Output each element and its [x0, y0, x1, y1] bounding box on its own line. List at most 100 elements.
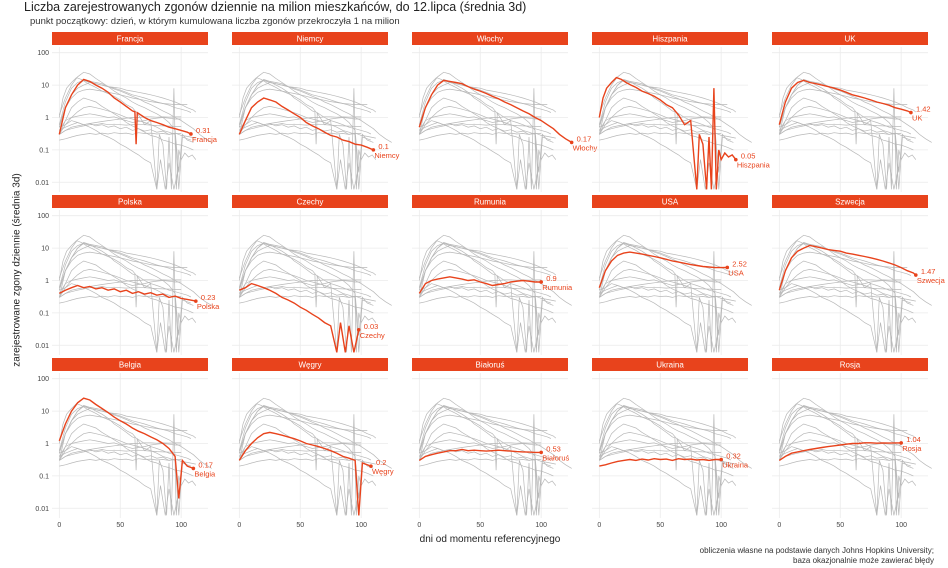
- caption-line-1: obliczenia własne na podstawie danych Jo…: [699, 546, 934, 555]
- background-series-line: [238, 82, 377, 128]
- background-series-line: [779, 449, 902, 461]
- end-point: [734, 157, 738, 162]
- background-series-line: [418, 79, 552, 145]
- facet-strip: [52, 32, 208, 45]
- y-tick-label: 0.01: [35, 180, 49, 187]
- background-series-line: [599, 269, 732, 353]
- highlight-series-line: [418, 79, 573, 144]
- facet-strip-label: Belgia: [119, 361, 142, 370]
- end-country-label: Ukraina: [722, 461, 749, 470]
- background-series-line: [238, 88, 368, 125]
- background-series-line: [239, 295, 362, 304]
- end-value-label: 0.9: [546, 274, 556, 283]
- end-point: [914, 273, 918, 277]
- background-series-line: [58, 82, 197, 128]
- facet-strip: [232, 195, 388, 208]
- background-series-line: [598, 240, 737, 353]
- background-series-line: [419, 283, 540, 353]
- background-series-line: [239, 449, 362, 461]
- background-series-line: [238, 243, 372, 288]
- background-series-line: [599, 446, 720, 516]
- facet-strip: [772, 195, 928, 208]
- background-series-line: [598, 403, 737, 516]
- background-series-line: [598, 414, 728, 451]
- background-series-line: [238, 242, 372, 308]
- background-series-line: [598, 242, 732, 308]
- facet-strip: [232, 32, 388, 45]
- x-tick-label: 0: [597, 522, 601, 529]
- y-tick-label: 0.1: [39, 147, 49, 154]
- highlight-series-line: [239, 282, 360, 353]
- background-series-line: [778, 71, 914, 173]
- background-series-line: [599, 449, 722, 461]
- background-series-line: [778, 234, 914, 336]
- background-series-line: [238, 405, 372, 471]
- end-value-label: 0.53: [546, 444, 561, 453]
- facet-strip: [592, 32, 748, 45]
- x-tick-label: 0: [57, 522, 61, 529]
- end-value-label: 0.31: [196, 126, 211, 135]
- facet-strip: [412, 195, 568, 208]
- background-series-line: [778, 406, 912, 451]
- background-series-line: [418, 240, 557, 353]
- background-series-line: [599, 286, 722, 298]
- background-series-line: [238, 403, 377, 516]
- background-series-line: [779, 106, 912, 190]
- background-series-line: [239, 286, 362, 298]
- facet-strip: [412, 358, 568, 371]
- y-tick-label: 10: [41, 246, 49, 253]
- facet-strip: [592, 358, 748, 371]
- facet-strip-label: USA: [662, 198, 679, 207]
- end-country-label: Włochy: [573, 143, 598, 152]
- background-series-line: [418, 97, 554, 151]
- x-tick-label: 50: [476, 522, 484, 529]
- facet-strip-label: Hiszpania: [652, 35, 688, 44]
- highlight-series-line: [778, 442, 902, 461]
- facet-strip-label: Węgry: [298, 361, 321, 370]
- background-series-line: [418, 423, 554, 477]
- background-series-line: [418, 408, 557, 454]
- background-series-line: [778, 423, 914, 477]
- highlight-series-line: [598, 251, 728, 288]
- background-series-line: [418, 234, 554, 336]
- end-point: [539, 280, 543, 284]
- facet-strip-label: Rosja: [840, 361, 861, 370]
- background-series-line: [418, 251, 548, 288]
- end-country-label: Francja: [192, 135, 218, 144]
- background-series-line: [238, 245, 377, 291]
- end-point: [719, 457, 723, 462]
- x-tick-label: 50: [836, 522, 844, 529]
- background-series-line: [778, 79, 912, 145]
- highlight-series-line: [238, 431, 372, 516]
- background-series-line: [779, 458, 902, 467]
- background-series-line: [58, 71, 194, 173]
- background-series-line: [239, 458, 362, 467]
- background-series-line: [779, 279, 902, 298]
- background-series-line: [598, 408, 737, 454]
- background-series-line: [779, 269, 912, 353]
- highlight-series-line: [599, 457, 722, 467]
- background-series-line: [599, 295, 722, 304]
- caption-line-2: baza okazjonalnie może zawierać błędy: [793, 556, 934, 565]
- background-series-line: [598, 82, 737, 128]
- background-series-line: [239, 106, 372, 190]
- background-series-line: [599, 120, 720, 190]
- highlight-series-line: [778, 244, 917, 291]
- background-series-line: [778, 251, 908, 288]
- x-tick-label: 50: [116, 522, 124, 529]
- end-value-label: 2.52: [732, 259, 747, 268]
- end-country-label: Hiszpania: [737, 161, 771, 170]
- background-series-line: [598, 406, 732, 451]
- x-tick-label: 0: [417, 522, 421, 529]
- end-value-label: 0.05: [741, 152, 756, 161]
- facet-strip: [412, 32, 568, 45]
- background-series-line: [238, 406, 372, 451]
